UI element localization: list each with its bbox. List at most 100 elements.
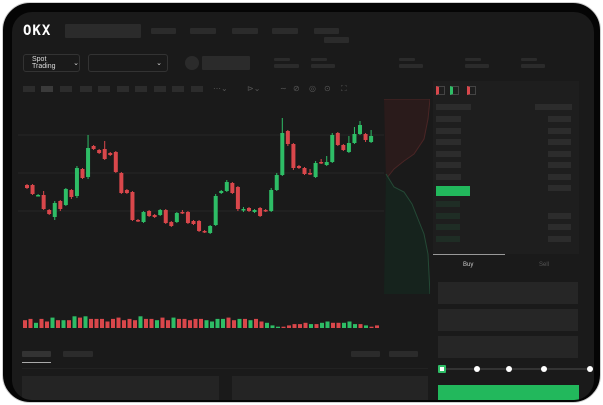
amount-slider[interactable] (442, 368, 590, 370)
timeframe-button[interactable] (172, 86, 184, 92)
candle-up (274, 175, 279, 190)
stat-label (311, 58, 327, 61)
volume-bar (72, 316, 77, 328)
price-input[interactable] (438, 282, 578, 304)
nav-item[interactable] (232, 28, 258, 34)
timeframe-button[interactable] (117, 86, 129, 92)
draw-tool-icon[interactable]: ⊘ (293, 84, 300, 93)
candle-up (208, 226, 213, 233)
tab-buy[interactable]: Buy (463, 262, 474, 268)
volume-bar (204, 320, 209, 328)
timeframe-button[interactable] (135, 86, 147, 92)
volume-bar (237, 318, 242, 328)
candle-down (202, 231, 207, 233)
volume-bar (270, 325, 275, 328)
volume-bar (221, 318, 225, 328)
candle-down (363, 134, 368, 140)
candle-down (152, 215, 157, 217)
volume-bar (248, 320, 253, 328)
timeframe-button[interactable] (23, 86, 35, 92)
ask-price (436, 151, 461, 157)
candle-down (180, 212, 185, 214)
volume-bar (171, 317, 176, 328)
volume-bar (89, 318, 93, 328)
nav-item[interactable] (190, 28, 216, 34)
timeframe-button[interactable] (191, 86, 203, 92)
total-input[interactable] (438, 336, 578, 358)
volume-bar (138, 316, 143, 328)
orderbook-bids-icon[interactable] (450, 86, 459, 95)
timeframe-button[interactable] (60, 86, 72, 92)
candle-down (147, 211, 152, 216)
ask-price (436, 128, 461, 134)
orderbook-asks-icon[interactable] (467, 86, 476, 95)
tab-open-orders[interactable] (22, 351, 51, 357)
timeframe-button[interactable] (80, 86, 92, 92)
candle-up (346, 143, 351, 152)
stat-label (274, 58, 290, 61)
nav-item[interactable] (272, 28, 298, 34)
candle-down (191, 221, 196, 224)
candle-up (269, 190, 274, 211)
tab-sell[interactable]: Sell (539, 262, 550, 268)
candle-up (158, 210, 163, 215)
volume-bar (342, 322, 346, 328)
candle-up (313, 163, 318, 177)
volume-bar (309, 324, 313, 328)
volume-bar (166, 320, 170, 328)
timeframe-button[interactable] (98, 86, 110, 92)
slider-stop[interactable] (587, 366, 593, 372)
filter-button[interactable] (351, 351, 380, 357)
candle-up (74, 168, 79, 196)
search-bar[interactable] (65, 24, 141, 38)
fullscreen-icon[interactable]: ⛶ (341, 84, 347, 93)
volume-bar (133, 320, 137, 328)
slider-handle[interactable] (438, 365, 446, 373)
candle-type-icon[interactable]: ⋯⌄ (213, 84, 228, 93)
volume-bar (177, 318, 181, 328)
volume-bar (149, 318, 154, 328)
depth-chart (384, 99, 430, 294)
candle-up (174, 213, 179, 222)
volume-bar (78, 317, 82, 328)
candle-down (124, 190, 129, 193)
volume-bar (116, 317, 121, 328)
stat-value (399, 64, 423, 68)
ask-price (436, 174, 461, 180)
market-select[interactable]: Spot Trading ⌄ (23, 54, 80, 72)
bid-amount (548, 213, 571, 219)
indicator-icon[interactable]: ⊳⌄ (247, 84, 261, 93)
buy-button[interactable] (438, 385, 579, 400)
timeframe-button-active[interactable] (41, 86, 53, 92)
settings-icon[interactable]: ⊙ (324, 84, 331, 93)
candle-up (330, 135, 335, 162)
ask-price (436, 162, 461, 168)
divider (22, 368, 428, 369)
volume-bar (56, 320, 60, 328)
nav-item[interactable] (151, 28, 176, 34)
line-tool-icon[interactable]: ∼ (280, 84, 287, 93)
volume-bar (358, 324, 363, 328)
amount-input[interactable] (438, 309, 578, 331)
camera-icon[interactable]: ◎ (309, 84, 316, 93)
pair-select[interactable]: ⌄ (88, 54, 168, 72)
buy-tab-underline (433, 254, 505, 255)
candle-down (47, 210, 52, 214)
orderbook-header (436, 104, 471, 110)
tab-order-history[interactable] (63, 351, 93, 357)
candle-up (241, 209, 246, 211)
volume-bar (303, 322, 308, 328)
orderbook-header (535, 104, 572, 110)
slider-stop[interactable] (541, 366, 547, 372)
candle-up (369, 136, 374, 142)
slider-stop[interactable] (474, 366, 480, 372)
orderbook-both-icon[interactable] (436, 86, 445, 95)
timeframe-button[interactable] (154, 86, 166, 92)
candle-down (163, 210, 168, 223)
candlestick-chart[interactable] (12, 12, 432, 342)
candle-down (341, 145, 346, 150)
candle-up (213, 196, 218, 225)
nav-item[interactable] (314, 28, 339, 34)
slider-stop[interactable] (506, 366, 512, 372)
filter-button[interactable] (389, 351, 418, 357)
